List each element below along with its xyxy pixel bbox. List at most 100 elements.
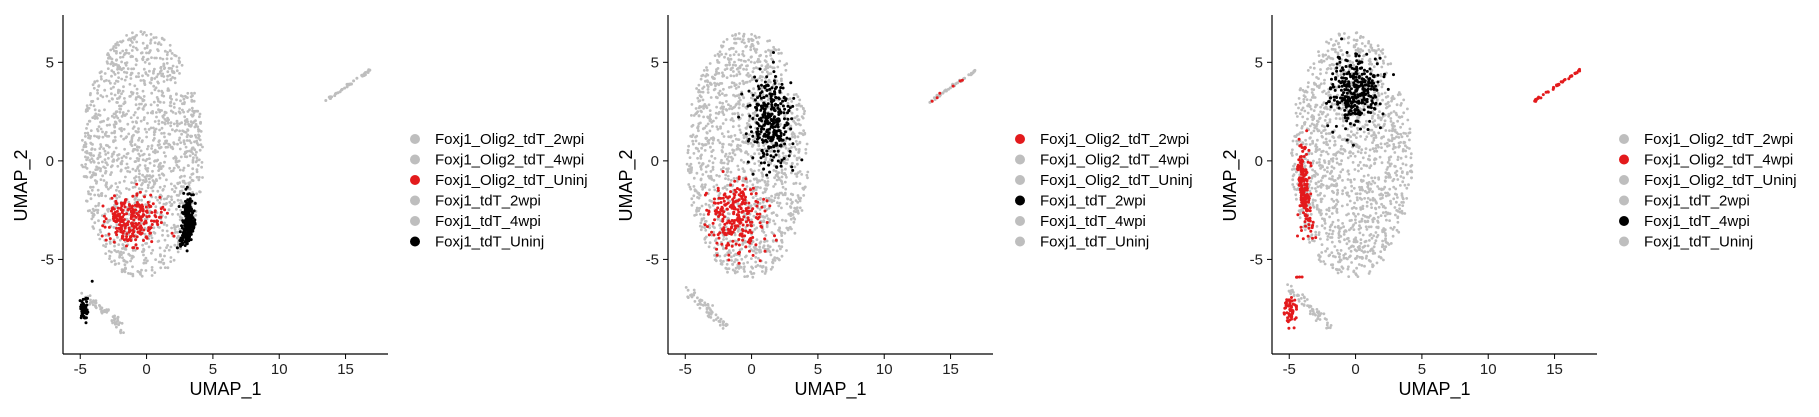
point — [99, 127, 103, 131]
point — [1406, 118, 1410, 122]
point — [688, 164, 691, 168]
point — [1358, 145, 1361, 149]
point — [698, 224, 702, 228]
point — [114, 262, 117, 266]
point — [116, 164, 120, 168]
point — [766, 73, 770, 76]
point-Foxj1_Olig2_tdT_Uninj — [107, 225, 111, 229]
point — [127, 213, 131, 216]
point — [766, 63, 770, 66]
point — [761, 70, 764, 74]
point — [1389, 199, 1392, 203]
point-Foxj1_tdT_2wpi — [753, 140, 757, 144]
point — [705, 66, 708, 69]
point-Foxj1_tdT_Uninj — [186, 224, 190, 228]
point-Foxj1_tdT_2wpi — [767, 131, 771, 135]
point — [152, 100, 156, 104]
point — [138, 136, 141, 140]
point-Foxj1_tdT_2wpi — [761, 113, 765, 117]
point — [713, 54, 717, 57]
point — [132, 125, 136, 129]
point-Foxj1_tdT_2wpi — [786, 117, 790, 121]
point — [190, 147, 194, 151]
point — [704, 104, 708, 108]
point — [120, 92, 123, 96]
point — [754, 117, 758, 121]
point — [198, 190, 202, 194]
point — [726, 270, 729, 274]
point-Foxj1_tdT_Uninj — [184, 199, 187, 203]
point — [1338, 117, 1342, 121]
point — [769, 49, 773, 53]
point — [1396, 158, 1400, 162]
point — [93, 108, 97, 112]
point — [92, 213, 96, 217]
point — [94, 305, 97, 309]
point — [749, 48, 753, 52]
point — [1388, 104, 1391, 108]
point-Foxj1_Olig2_tdT_2wpi — [726, 242, 730, 245]
point — [181, 102, 184, 106]
point — [112, 116, 116, 119]
x-axis-label: UMAP_1 — [189, 379, 261, 400]
point — [701, 303, 705, 307]
point — [1314, 187, 1317, 190]
point — [1295, 197, 1298, 201]
point — [192, 111, 196, 115]
point — [166, 266, 170, 270]
point — [129, 142, 133, 146]
point — [1318, 148, 1321, 151]
point — [179, 199, 183, 202]
point — [750, 96, 753, 100]
point — [90, 148, 93, 151]
point-Foxj1_Olig2_tdT_2wpi — [728, 195, 731, 199]
point — [742, 176, 745, 180]
point — [115, 50, 118, 53]
legend-label: Foxj1_Olig2_tdT_4wpi — [1040, 152, 1189, 169]
point — [726, 57, 730, 60]
point — [122, 331, 125, 334]
point — [112, 140, 115, 144]
point — [119, 40, 122, 43]
point — [148, 174, 152, 178]
legend-label: Foxj1_Olig2_tdT_2wpi — [1040, 131, 1189, 148]
point-Foxj1_tdT_2wpi — [779, 131, 783, 135]
point — [780, 206, 783, 210]
point — [1399, 132, 1403, 136]
point — [162, 94, 166, 98]
point-Foxj1_Olig2_tdT_2wpi — [703, 223, 707, 227]
point — [324, 99, 328, 102]
point — [125, 187, 128, 190]
point — [780, 77, 783, 81]
point — [175, 98, 178, 102]
point — [711, 165, 715, 169]
point — [777, 176, 781, 180]
point — [141, 32, 145, 36]
panel-1: -5 0 5 10 15-505UMAP_1UMAP_2Foxj1_Olig2_tdT_… — [11, 15, 588, 400]
point-Foxj1_Olig2_tdT_Uninj — [132, 210, 136, 214]
point — [141, 243, 145, 247]
point-Foxj1_tdT_2wpi — [760, 138, 764, 142]
point — [117, 323, 120, 327]
point — [122, 127, 126, 131]
point — [184, 131, 188, 134]
point — [334, 91, 338, 95]
point — [102, 244, 105, 247]
legend-key — [1015, 134, 1025, 144]
point-Foxj1_Olig2_tdT_2wpi — [746, 206, 750, 210]
point — [764, 50, 768, 54]
point — [1362, 130, 1366, 134]
point — [753, 61, 756, 65]
point-Foxj1_Olig2_tdT_2wpi — [721, 213, 725, 217]
point-Foxj1_Olig2_tdT_Uninj — [103, 225, 107, 229]
point — [729, 134, 733, 138]
point — [710, 233, 714, 237]
point — [758, 164, 761, 167]
point-Foxj1_tdT_2wpi — [765, 173, 769, 177]
point — [698, 302, 701, 306]
point — [166, 244, 170, 247]
point — [775, 214, 779, 218]
point — [113, 49, 116, 53]
point — [122, 85, 125, 89]
point — [166, 195, 170, 198]
